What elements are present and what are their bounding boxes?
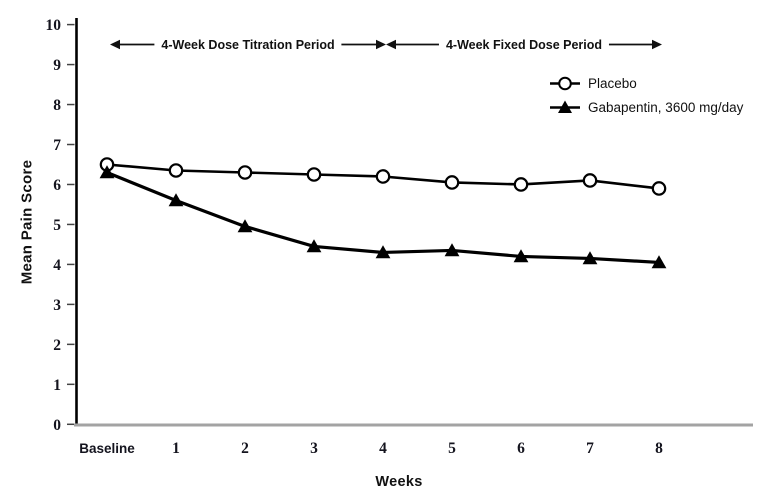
legend-label-gabapentin: Gabapentin, 3600 mg/day [588, 100, 744, 115]
placebo-data-point [444, 175, 460, 190]
gabapentin-data-point [651, 255, 667, 269]
arrowhead-right-icon [652, 39, 662, 50]
y-tick-label: 8 [53, 97, 61, 114]
x-tick-label: 4 [379, 440, 387, 457]
y-tick-label: 5 [53, 217, 61, 234]
gabapentin-data-point [375, 245, 391, 259]
placebo-data-point [651, 181, 667, 196]
y-axis-title: Mean Pain Score [18, 159, 36, 285]
placebo-data-point [237, 165, 253, 180]
gabapentin-data-point [306, 239, 322, 253]
placebo-data-point [513, 177, 529, 192]
x-axis-title: Weeks [375, 474, 423, 490]
gabapentin-data-point [237, 219, 253, 233]
x-tick-label: 3 [310, 440, 318, 457]
arrowhead-left-icon [386, 39, 396, 50]
arrowhead-left-icon [110, 39, 120, 50]
placebo-data-point [306, 167, 322, 182]
dose-titration-period-annotation: 4-Week Dose Titration Period [154, 37, 342, 52]
x-tick-label: 6 [517, 440, 525, 457]
x-tick-label: 7 [586, 440, 594, 457]
x-tick-label: 1 [172, 440, 180, 457]
legend-item-placebo: Placebo [549, 76, 743, 91]
x-tick-label: 2 [241, 440, 249, 457]
y-tick-label: 9 [53, 57, 61, 74]
y-tick-label: 3 [53, 297, 61, 314]
open-circle-marker-icon [549, 76, 581, 91]
fixed-dose-period-annotation: 4-Week Fixed Dose Period [438, 37, 610, 52]
gabapentin-data-point [513, 249, 529, 263]
y-tick-label: 1 [53, 377, 61, 394]
y-tick-label: 2 [53, 337, 61, 354]
x-tick-label: 8 [655, 440, 663, 457]
arrowhead-right-icon [376, 39, 386, 50]
x-tick-label: Baseline [79, 441, 135, 456]
placebo-data-point [168, 163, 184, 178]
legend-label-placebo: Placebo [588, 76, 637, 91]
y-tick-label: 7 [53, 137, 61, 154]
y-tick-label: 0 [53, 417, 61, 434]
legend: Placebo Gabapentin, 3600 mg/day [549, 76, 743, 115]
gabapentin-data-point [168, 193, 184, 207]
gabapentin-data-point [99, 165, 115, 179]
y-tick-label: 4 [53, 257, 61, 274]
placebo-data-point [375, 169, 391, 184]
y-tick-label: 10 [46, 17, 62, 34]
x-tick-label: 5 [448, 440, 456, 457]
placebo-data-point [582, 173, 598, 188]
filled-triangle-marker-icon [549, 100, 581, 115]
gabapentin-data-point [582, 251, 598, 265]
gabapentin-data-point [444, 243, 460, 257]
y-tick-label: 6 [53, 177, 61, 194]
legend-item-gabapentin: Gabapentin, 3600 mg/day [549, 100, 743, 115]
